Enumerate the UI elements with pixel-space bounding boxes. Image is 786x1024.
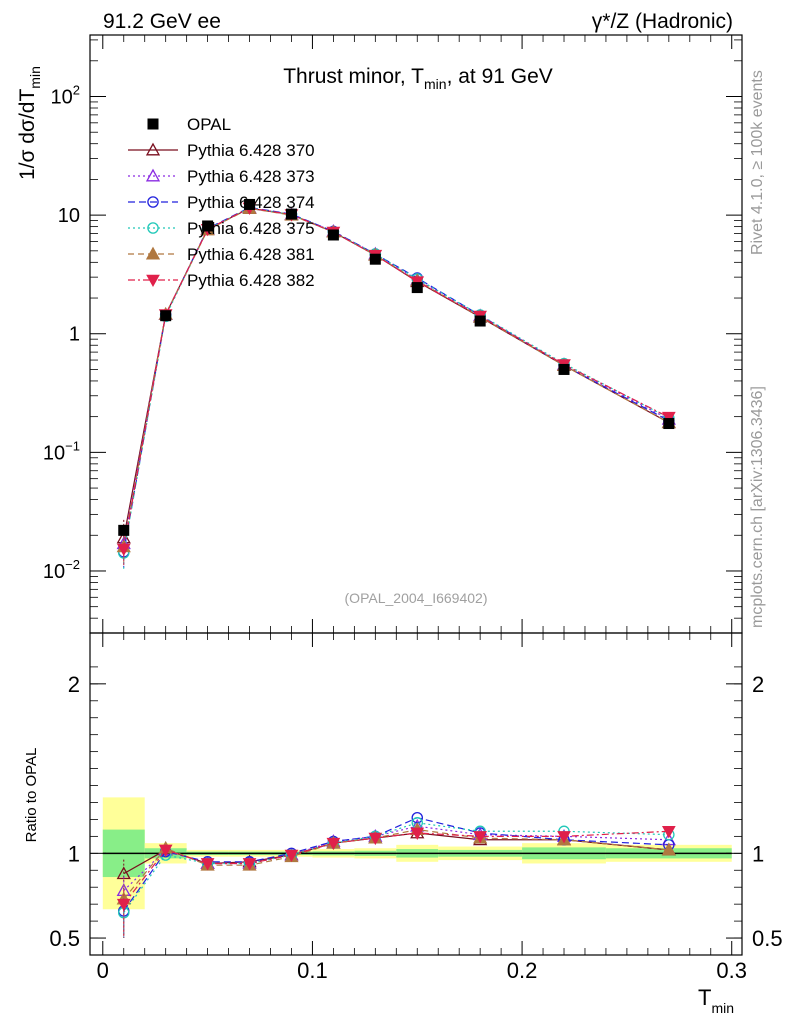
legend-label: Pythia 6.428 381	[187, 245, 315, 264]
xlabel: Tmin	[698, 985, 734, 1016]
xtick-label: 0.3	[716, 958, 747, 983]
ratio-ytick-label-right: 1	[752, 841, 764, 866]
legend-label: Pythia 6.428 374	[187, 193, 315, 212]
ratio-ylabel: Ratio to OPAL	[23, 748, 40, 843]
legend-label: Pythia 6.428 370	[187, 141, 315, 160]
axes-layer: 102 10 1 10−1 10−2 0.5 0.5 1 1 2 2 0 0.1 0.2 0.3	[43, 35, 783, 983]
rivet-label: Rivet 4.1.0, ≥ 100k events	[749, 70, 766, 255]
legend: OPAL Pythia 6.428 370 Pythia 6.428 373 Pyth…	[128, 115, 315, 290]
ratio-ytick-label: 2	[68, 672, 80, 697]
ratio-point	[326, 837, 341, 851]
legend-item: Pythia 6.428 375	[128, 219, 315, 238]
opal-point	[327, 229, 339, 241]
legend-item-opal: OPAL	[147, 115, 231, 134]
main-ytick-label: 10−2	[43, 557, 80, 583]
ratio-point	[661, 842, 676, 856]
opal-data-layer	[118, 198, 675, 536]
mcplots-label: mcplots.cern.ch [arXiv:1306.3436]	[749, 386, 766, 628]
legend-item: Pythia 6.428 370	[128, 141, 315, 160]
legend-marker-opal	[147, 118, 159, 130]
main-ytick-label: 10−1	[43, 438, 80, 464]
legend-marker	[146, 274, 160, 288]
legend-item: Pythia 6.428 374	[128, 193, 315, 212]
legend-item: Pythia 6.428 382	[128, 271, 315, 290]
main-ytick-label: 1	[69, 324, 80, 346]
legend-marker	[145, 142, 161, 156]
opal-point	[202, 220, 214, 232]
ratio-series-line	[123, 822, 669, 913]
ratio-point	[368, 832, 383, 846]
ratio-ytick-label-right: 0.5	[752, 926, 783, 951]
ratio-ytick-label: 0.5	[49, 926, 80, 951]
main-series-line	[123, 206, 670, 552]
ratio-point	[116, 898, 131, 912]
opal-point	[663, 418, 675, 430]
legend-label: Pythia 6.428 382	[187, 271, 315, 290]
opal-point	[118, 524, 130, 536]
opal-point	[160, 310, 172, 322]
main-ytick-label: 102	[51, 83, 80, 109]
legend-label: Pythia 6.428 373	[187, 167, 315, 186]
ratio-panel-frame	[89, 632, 743, 956]
legend-marker	[145, 246, 161, 260]
opal-point	[411, 282, 423, 294]
legend-item: Pythia 6.428 381	[128, 245, 315, 264]
ratio-ytick-label: 1	[68, 841, 80, 866]
ratio-series-layer	[116, 811, 676, 939]
opal-point	[285, 208, 297, 220]
ratio-point	[158, 844, 173, 857]
ratio-point	[557, 831, 571, 844]
ratio-point	[410, 827, 425, 841]
analysis-id: (OPAL_2004_I669402)	[345, 590, 488, 606]
main-ytick-label: 10	[58, 205, 80, 227]
ratio-point	[661, 825, 676, 839]
legend-marker	[147, 196, 159, 208]
ratio-point	[473, 831, 488, 844]
xtick-label: 0.1	[297, 958, 328, 983]
ratio-point	[200, 858, 215, 871]
main-point	[661, 411, 676, 425]
xtick-label: 0	[97, 958, 109, 983]
legend-marker	[145, 168, 161, 182]
opal-point	[244, 198, 256, 210]
plot-title: Thrust minor, Tmin, at 91 GeV	[283, 65, 553, 92]
main-ylabel: 1/σ dσ/dTmin	[16, 66, 43, 180]
main-point	[116, 543, 131, 557]
xtick-label: 0.2	[507, 958, 538, 983]
legend-label: Pythia 6.428 375	[187, 219, 315, 238]
ratio-point	[242, 858, 257, 871]
ratio-ytick-label-right: 2	[752, 672, 764, 697]
opal-point	[474, 315, 486, 327]
ratio-point	[284, 849, 299, 863]
legend-marker	[147, 222, 159, 234]
header-left-title: 91.2 GeV ee	[103, 10, 221, 33]
legend-label: OPAL	[187, 115, 231, 134]
opal-point	[558, 363, 570, 375]
opal-point	[369, 253, 381, 265]
legend-item: Pythia 6.428 373	[128, 167, 315, 186]
header-right-title: γ*/Z (Hadronic)	[592, 10, 733, 33]
